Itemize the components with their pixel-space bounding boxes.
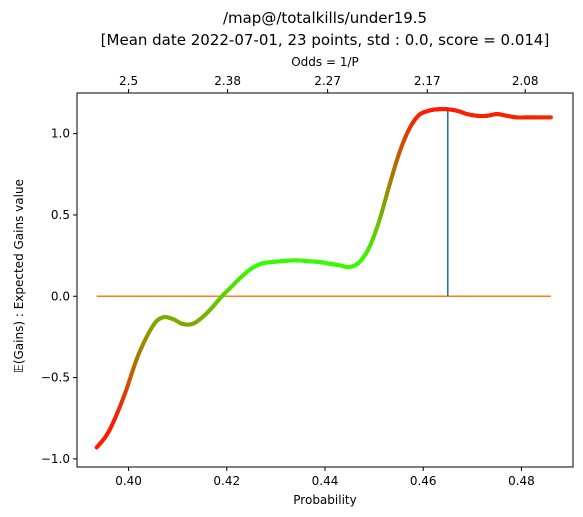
plot-area: 0.40 0.42 0.44 0.46 0.48 −1.0 −0.5 0.0 0.5 1.0 2.5…	[41, 74, 574, 488]
y-tick-label: −0.5	[41, 371, 70, 385]
y-tick-label: 0.0	[51, 289, 70, 303]
chart-subtitle: [Mean date 2022-07-01, 23 points, std : …	[101, 31, 550, 49]
top-tick-label: 2.5	[119, 74, 138, 88]
y-tick-label: 0.5	[51, 208, 70, 222]
x-tick-label: 0.48	[508, 474, 535, 488]
top-tick-label: 2.38	[214, 74, 241, 88]
y-tick-label: −1.0	[41, 452, 70, 466]
x-tick-label: 0.46	[410, 474, 437, 488]
plot-frame	[76, 92, 574, 468]
y-axis-label: 𝔼(Gains) : Expected Gains value	[12, 179, 26, 373]
chart-title: /map@/totalkills/under19.5	[223, 9, 427, 27]
top-axis-label: Odds = 1/P	[291, 55, 359, 69]
x-tick-label: 0.42	[213, 474, 240, 488]
top-tick-label: 2.17	[414, 74, 441, 88]
gain-curve	[94, 107, 553, 450]
x-tick-label: 0.40	[115, 474, 142, 488]
top-tick-label: 2.27	[314, 74, 341, 88]
y-tick-label: 1.0	[51, 127, 70, 141]
top-tick-label: 2.08	[512, 74, 539, 88]
x-tick-label: 0.44	[312, 474, 339, 488]
x-axis-label: Probability	[293, 493, 356, 507]
